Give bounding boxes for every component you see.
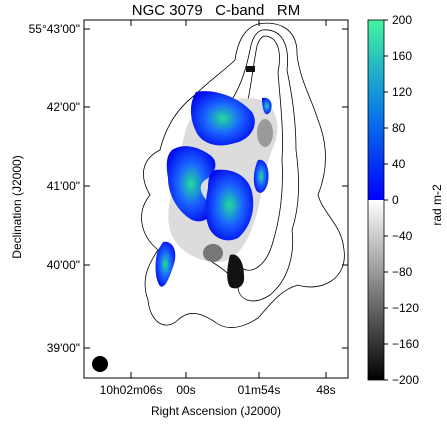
x-tick-label: 00s [176, 383, 195, 397]
x-tick-label: 10h02m06s [100, 383, 163, 397]
colorbar-tick-label: 80 [392, 121, 406, 135]
rm-positive-region [155, 241, 176, 287]
y-tick-label: 55°43'00" [29, 22, 80, 36]
y-axis-ticks: 55°43'00" 42'00" 41'00" 40'00" 39'00" [29, 22, 348, 355]
colorbar-tick-label: −80 [392, 265, 413, 279]
rm-positive-region [190, 91, 255, 146]
x-tick-label: 48s [316, 383, 335, 397]
colorbar-tick-label: 40 [392, 157, 406, 171]
rm-negative-strong [246, 66, 255, 72]
colorbar-tick-label: 0 [392, 193, 399, 207]
colorbar-tick-label: −120 [392, 301, 419, 315]
rm-positive-region [205, 169, 254, 241]
contour-outer [141, 22, 345, 328]
rm-negative-strong [227, 254, 245, 289]
colorbar-positive [368, 20, 384, 200]
y-tick-label: 40'00" [47, 258, 80, 272]
colorbar-tick-label: 160 [392, 49, 412, 63]
colorbar-tick-label: −40 [392, 229, 413, 243]
x-axis-label: Right Ascension (J2000) [150, 404, 282, 418]
rm-negative-patch [203, 244, 223, 262]
colorbar-tick-label: 200 [392, 13, 412, 27]
colorbar-tick-label: −160 [392, 337, 419, 351]
y-tick-label: 39'00" [47, 341, 80, 355]
chart-title: NGC 3079 C-band RM [131, 2, 301, 19]
x-tick-label: 01m54s [238, 383, 281, 397]
rm-map [92, 22, 345, 372]
rm-positive-region [253, 159, 269, 193]
y-tick-label: 41'00" [47, 179, 80, 193]
y-tick-label: 42'00" [47, 100, 80, 114]
rm-positive-region [262, 97, 272, 115]
colorbar-tick-label: 120 [392, 85, 412, 99]
colorbar-ticks: 200 160 120 80 40 0 −40 −80 −120 −160 −200 [384, 13, 419, 387]
beam-marker [92, 356, 108, 372]
rm-positive-region [166, 146, 216, 222]
colorbar-tick-label: −200 [392, 373, 419, 387]
x-axis-ticks: 10h02m06s 00s 01m54s 48s [100, 20, 336, 397]
plot-frame [83, 19, 349, 379]
colorbar-negative [368, 200, 384, 380]
rm-negative-patch [257, 119, 273, 147]
